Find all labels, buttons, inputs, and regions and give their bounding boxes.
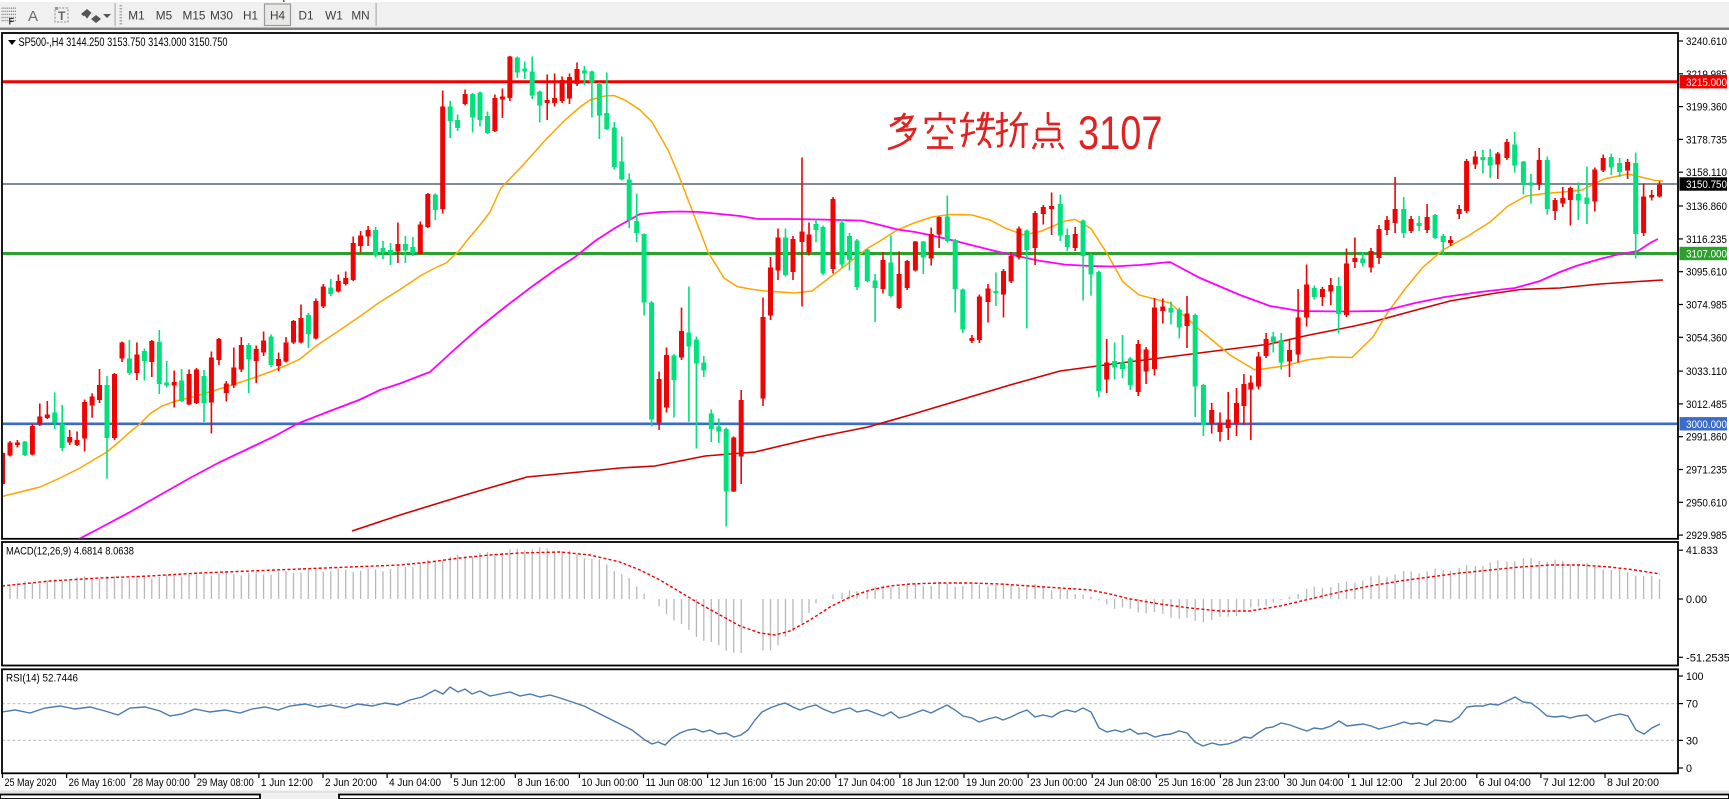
svg-text:3074.985: 3074.985 — [1686, 300, 1727, 312]
svg-text:3215.000: 3215.000 — [1686, 77, 1727, 89]
svg-text:23 Jun 00:00: 23 Jun 00:00 — [1030, 777, 1087, 789]
svg-text:D1: D1 — [298, 9, 313, 23]
svg-text:2991.860: 2991.860 — [1686, 432, 1727, 444]
svg-text:3095.610: 3095.610 — [1686, 267, 1727, 279]
svg-text:1 Jun 12:00: 1 Jun 12:00 — [261, 777, 313, 789]
svg-text:7 Jul 12:00: 7 Jul 12:00 — [1543, 777, 1595, 789]
svg-text:3136.860: 3136.860 — [1686, 201, 1727, 213]
svg-text:18 Jun 12:00: 18 Jun 12:00 — [902, 777, 959, 789]
svg-text:28 May 00:00: 28 May 00:00 — [133, 777, 190, 789]
svg-text:2929.985: 2929.985 — [1686, 530, 1727, 542]
svg-text:5 Jun 12:00: 5 Jun 12:00 — [453, 777, 505, 789]
svg-text:2971.235: 2971.235 — [1686, 465, 1727, 477]
svg-text:8 Jun 16:00: 8 Jun 16:00 — [517, 777, 569, 789]
svg-text:12 Jun 16:00: 12 Jun 16:00 — [710, 777, 767, 789]
svg-text:1 Jul 12:00: 1 Jul 12:00 — [1351, 777, 1403, 789]
svg-text:3116.235: 3116.235 — [1686, 234, 1727, 246]
svg-text:70: 70 — [1686, 699, 1698, 711]
svg-text:2 Jun 20:00: 2 Jun 20:00 — [325, 777, 377, 789]
svg-text:M30: M30 — [210, 9, 233, 23]
svg-text:4 Jun 04:00: 4 Jun 04:00 — [389, 777, 441, 789]
svg-text:3033.110: 3033.110 — [1686, 366, 1727, 378]
svg-text:26 May 16:00: 26 May 16:00 — [69, 777, 126, 789]
svg-text:3150.750: 3150.750 — [1686, 179, 1727, 191]
svg-text:15 Jun 20:00: 15 Jun 20:00 — [774, 777, 831, 789]
svg-text:0: 0 — [1686, 763, 1692, 775]
svg-text:2950.610: 2950.610 — [1686, 497, 1727, 509]
svg-text:30: 30 — [1686, 735, 1698, 747]
svg-text:25 May 2020: 25 May 2020 — [5, 777, 57, 789]
svg-text:8 Jul 20:00: 8 Jul 20:00 — [1607, 777, 1659, 789]
svg-text:10 Jun 00:00: 10 Jun 00:00 — [581, 777, 638, 789]
svg-text:0.00: 0.00 — [1686, 594, 1707, 606]
svg-text:M5: M5 — [156, 9, 173, 23]
svg-text:-51.2535: -51.2535 — [1686, 652, 1729, 664]
svg-text:17 Jun 04:00: 17 Jun 04:00 — [838, 777, 895, 789]
svg-text:3199.360: 3199.360 — [1686, 102, 1727, 114]
svg-text:W1: W1 — [325, 9, 343, 23]
svg-text:M1: M1 — [128, 9, 144, 23]
svg-text:3107: 3107 — [1078, 107, 1163, 160]
svg-text:3012.485: 3012.485 — [1686, 399, 1727, 411]
svg-text:H4: H4 — [270, 9, 286, 23]
svg-text:6 Jul 04:00: 6 Jul 04:00 — [1479, 777, 1531, 789]
svg-text:M15: M15 — [183, 9, 206, 23]
svg-text:41.833: 41.833 — [1686, 545, 1718, 557]
svg-text:11 Jun 08:00: 11 Jun 08:00 — [646, 777, 703, 789]
svg-text:MN: MN — [351, 9, 369, 23]
svg-text:19 Jun 20:00: 19 Jun 20:00 — [966, 777, 1023, 789]
svg-text:25 Jun 16:00: 25 Jun 16:00 — [1158, 777, 1215, 789]
svg-text:29 May 08:00: 29 May 08:00 — [197, 777, 254, 789]
svg-text:MACD(12,26,9) 4.6814 8.0638: MACD(12,26,9) 4.6814 8.0638 — [6, 546, 134, 558]
svg-text:H1: H1 — [243, 9, 258, 23]
svg-text:3158.110: 3158.110 — [1686, 167, 1727, 179]
svg-text:3107.000: 3107.000 — [1686, 249, 1727, 261]
svg-text:100: 100 — [1686, 671, 1704, 683]
svg-text:3054.360: 3054.360 — [1686, 332, 1727, 344]
svg-text:RSI(14) 52.7446: RSI(14) 52.7446 — [6, 673, 78, 685]
svg-text:30 Jun 04:00: 30 Jun 04:00 — [1287, 777, 1344, 789]
svg-text:SP500-,H4 3144.250 3153.750 3: SP500-,H4 3144.250 3153.750 3143.000 315… — [19, 37, 228, 49]
svg-text:T: T — [58, 9, 66, 23]
svg-text:24 Jun 08:00: 24 Jun 08:00 — [1094, 777, 1151, 789]
svg-text:3240.610: 3240.610 — [1686, 36, 1727, 48]
svg-text:F: F — [9, 17, 15, 27]
svg-text:2 Jul 20:00: 2 Jul 20:00 — [1415, 777, 1467, 789]
svg-text:3178.735: 3178.735 — [1686, 134, 1727, 146]
svg-text:28 Jun 23:00: 28 Jun 23:00 — [1222, 777, 1279, 789]
svg-text:3000.000: 3000.000 — [1686, 419, 1727, 431]
svg-text:A: A — [28, 8, 38, 25]
